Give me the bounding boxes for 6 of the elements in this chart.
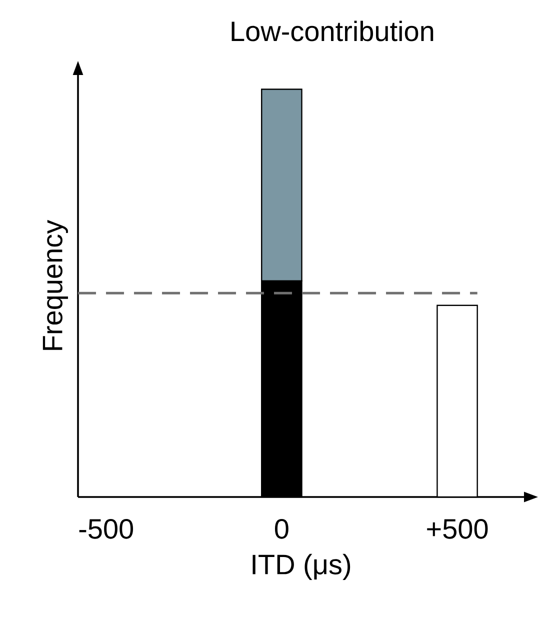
x-tick-label: 0 xyxy=(274,518,288,539)
x-tick-label: +500 xyxy=(427,518,488,539)
x-axis-title: ITD (μs) xyxy=(252,554,350,580)
x-tick-label: -500 xyxy=(79,518,134,539)
y-axis-title: Frequency xyxy=(42,220,68,350)
chart-title: Low-contribution xyxy=(232,20,434,42)
